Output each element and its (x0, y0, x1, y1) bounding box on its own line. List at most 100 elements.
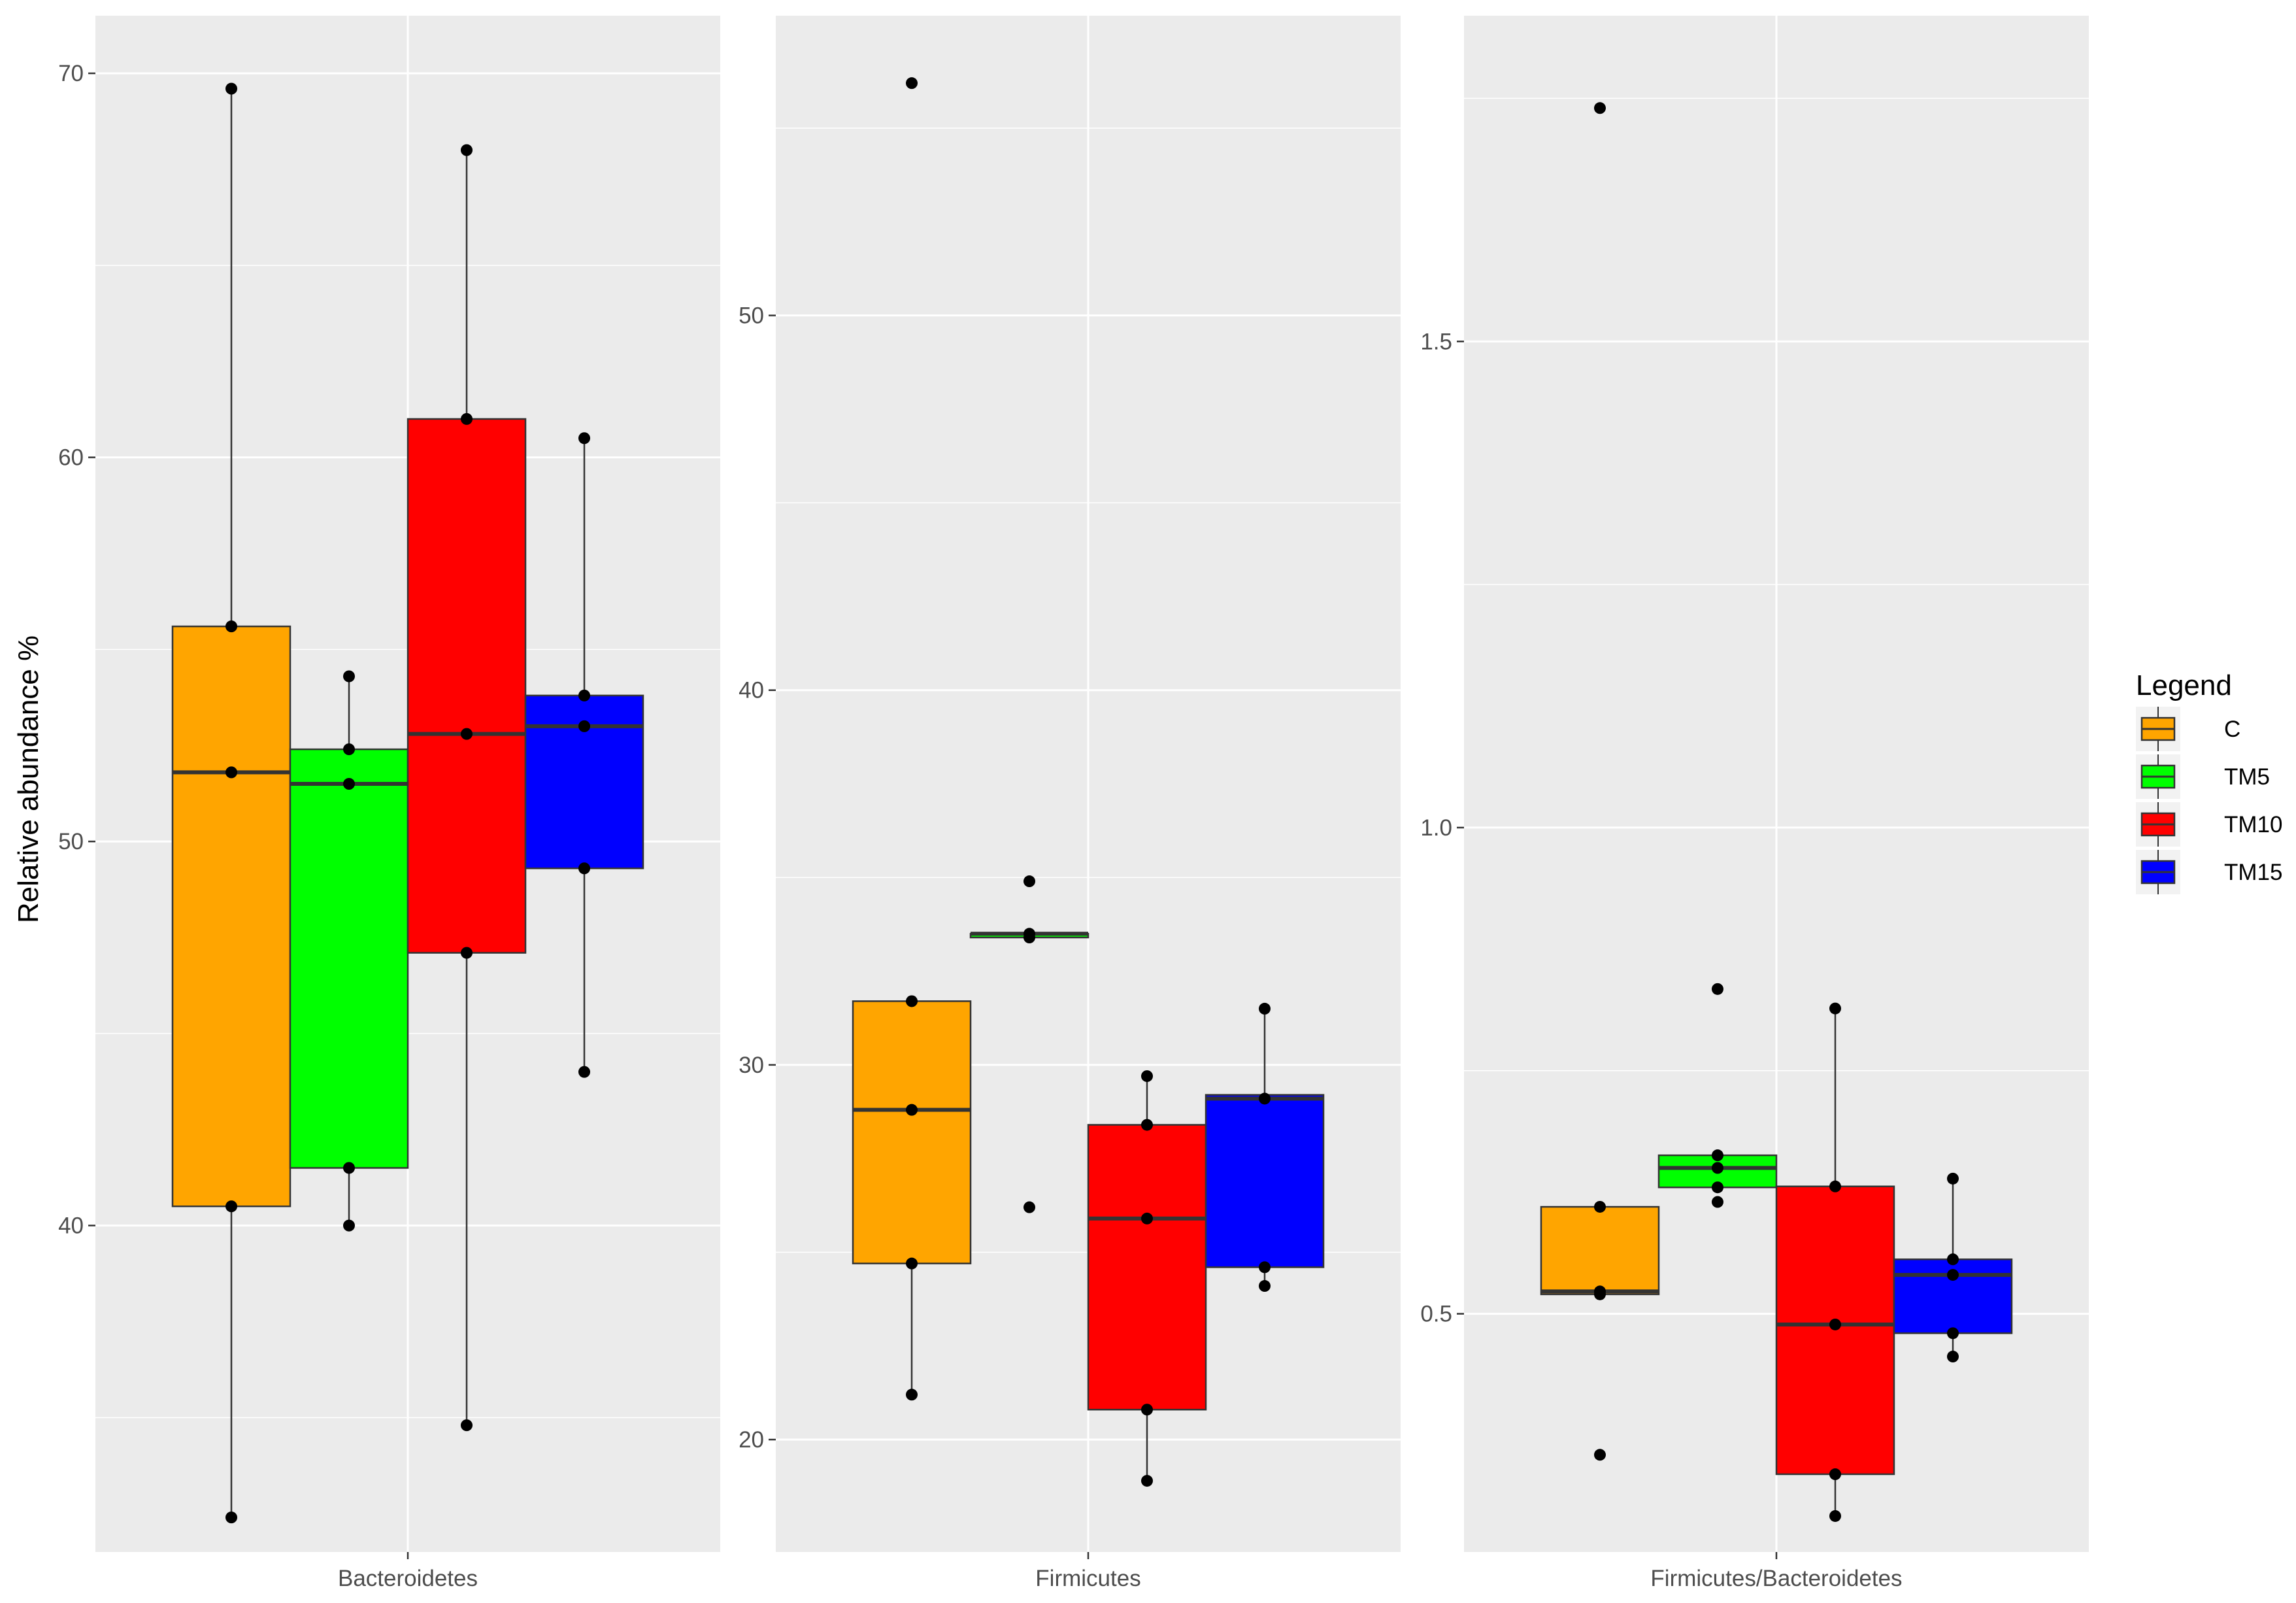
y-tick-label: 1.5 (1420, 329, 1452, 354)
box-body (1205, 1094, 1325, 1268)
data-point (1712, 1181, 1723, 1194)
y-tick-label: 0.5 (1420, 1302, 1452, 1327)
data-point (343, 1219, 355, 1232)
data-point (1023, 932, 1035, 943)
data-point (578, 1066, 590, 1078)
data-point (906, 1257, 918, 1270)
chart-panels: 40 50 60 70 Bacteroidetes 20 30 40 50 Firmicutes 0… (58, 16, 2089, 1591)
data-point (1141, 1404, 1153, 1416)
data-point (1829, 1002, 1841, 1015)
data-point (461, 1419, 473, 1432)
data-point (1141, 1070, 1153, 1083)
box-body (1087, 1124, 1207, 1411)
data-point (343, 1162, 355, 1174)
data-point (1712, 983, 1723, 995)
box-body (852, 1000, 972, 1264)
panel-1: 40 50 60 70 Bacteroidetes (58, 16, 720, 1591)
data-point (1947, 1327, 1959, 1340)
data-point (1594, 1200, 1606, 1213)
box-body (289, 748, 409, 1169)
legend-item-label: C (2224, 717, 2240, 742)
data-point (1141, 1119, 1153, 1131)
data-point (1712, 1162, 1723, 1174)
data-point (1829, 1180, 1841, 1192)
y-tick-label: 50 (739, 303, 764, 329)
data-point (225, 620, 237, 633)
legend-item-TM10: TM10 (2136, 802, 2282, 847)
legend-item-C: C (2136, 707, 2240, 751)
data-point (1712, 1196, 1723, 1208)
data-point (1947, 1172, 1959, 1185)
data-point (578, 432, 590, 445)
y-tick-label: 40 (58, 1213, 84, 1239)
y-tick-label: 60 (58, 445, 84, 471)
y-tick-label: 20 (739, 1427, 764, 1453)
data-point (461, 947, 473, 959)
y-tick-label: 1.0 (1420, 815, 1452, 841)
x-tick-label: Bacteroidetes (338, 1566, 478, 1591)
data-point (343, 743, 355, 756)
data-point (1259, 1261, 1271, 1274)
data-point (578, 862, 590, 875)
box-body (407, 418, 527, 954)
panel-2: 20 30 40 50 Firmicutes (739, 16, 1401, 1591)
legend-item-TM5: TM5 (2136, 754, 2270, 799)
box-TM5 (289, 670, 409, 1232)
data-point (461, 728, 473, 740)
panel-3: 0.5 1.0 1.5 Firmicutes/Bacteroidetes (1420, 16, 2089, 1591)
data-point (906, 1389, 918, 1401)
legend-title: Legend (2136, 669, 2232, 701)
x-tick-label: Firmicutes (1035, 1566, 1140, 1591)
data-point (1947, 1269, 1959, 1281)
box-TM15 (1893, 1172, 2013, 1363)
data-point (1141, 1475, 1153, 1487)
data-point (1947, 1253, 1959, 1266)
legend-item-label: TM15 (2224, 860, 2282, 885)
data-point (1594, 1449, 1606, 1461)
data-point (1023, 875, 1035, 888)
data-point (1259, 1092, 1271, 1105)
legend-item-label: TM10 (2224, 812, 2282, 837)
data-point (578, 720, 590, 732)
legend-item-TM15: TM15 (2136, 850, 2282, 894)
data-point (1947, 1351, 1959, 1363)
data-point (225, 1511, 237, 1524)
box-body (1540, 1206, 1660, 1296)
y-tick-label: 50 (58, 829, 84, 854)
data-point (1829, 1318, 1841, 1330)
data-point (906, 77, 918, 90)
y-axis-title: Relative abundance % (12, 635, 44, 923)
box-TM15 (524, 432, 644, 1078)
data-point (225, 766, 237, 779)
data-point (1829, 1468, 1841, 1481)
data-point (578, 689, 590, 701)
data-point (1023, 1201, 1035, 1213)
box-TM10 (1087, 1070, 1207, 1487)
data-point (461, 413, 473, 425)
legend: Legend C TM5 TM10 TM15 (2136, 669, 2282, 894)
box-TM15 (1205, 1002, 1325, 1292)
data-point (461, 144, 473, 156)
data-point (1829, 1510, 1841, 1522)
data-point (225, 1200, 237, 1213)
box-C (852, 77, 972, 1401)
data-point (1259, 1280, 1271, 1292)
data-point (1259, 1002, 1271, 1015)
data-point (906, 995, 918, 1007)
data-point (225, 82, 237, 95)
data-point (343, 670, 355, 683)
data-point (1594, 102, 1606, 114)
y-tick-label: 30 (739, 1053, 764, 1078)
box-C (1540, 102, 1660, 1461)
legend-item-label: TM5 (2224, 764, 2270, 790)
data-point (1594, 1288, 1606, 1300)
data-point (343, 778, 355, 790)
box-body (171, 625, 291, 1207)
box-TM5 (969, 875, 1090, 1213)
data-point (1141, 1212, 1153, 1224)
x-tick-label: Firmicutes/Bacteroidetes (1650, 1566, 1902, 1591)
y-tick-label: 70 (58, 61, 84, 86)
box-TM10 (407, 144, 527, 1432)
data-point (906, 1104, 918, 1116)
